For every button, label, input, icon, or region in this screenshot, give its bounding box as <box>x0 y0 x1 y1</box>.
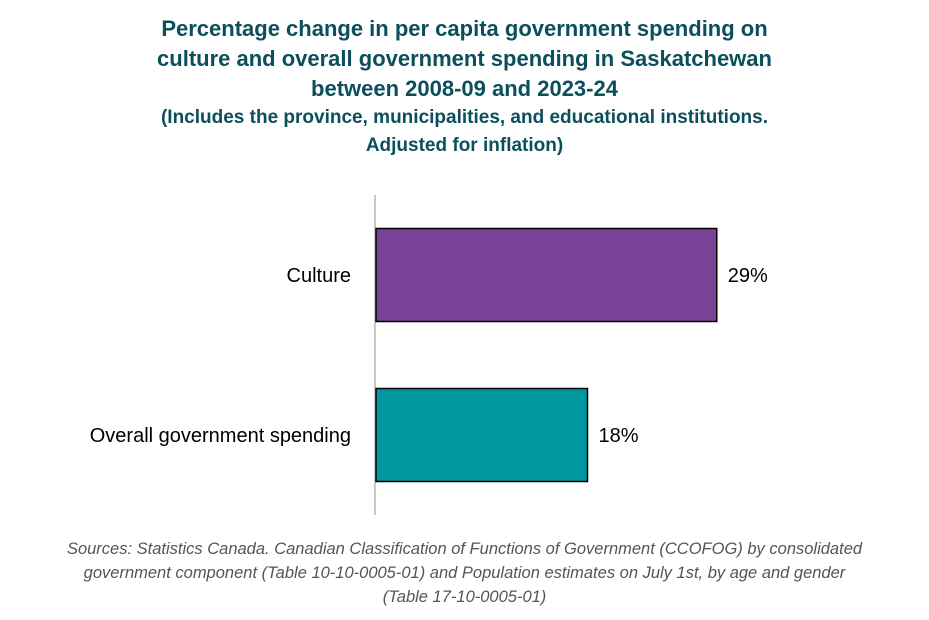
category-label-overall-government-spending: Overall government spending <box>90 425 351 447</box>
source-line-1: Sources: Statistics Canada. Canadian Cla… <box>66 540 863 558</box>
source-line-3: (Table 17-10-0005-01) <box>382 588 547 606</box>
title-line-1: Percentage change in per capita governme… <box>161 16 768 41</box>
bar-chart: Culture 29% Overall government spending 18% <box>90 195 768 515</box>
title-line-2: culture and overall government spending … <box>157 46 772 71</box>
bar-culture <box>375 227 718 323</box>
subtitle-line-2: Adjusted for inflation) <box>365 135 564 156</box>
bar-overall-government-spending <box>375 387 589 483</box>
source-line-2: government component (Table 10-10-0005-0… <box>83 564 846 582</box>
chart-title: Percentage change in per capita governme… <box>0 14 929 160</box>
category-label-culture: Culture <box>287 265 351 287</box>
title-line-3: between 2008-09 and 2023-24 <box>311 76 618 101</box>
value-label-culture: 29% <box>728 265 768 287</box>
subtitle-line-1: (Includes the province, municipalities, … <box>160 107 769 128</box>
value-label-overall-government-spending: 18% <box>599 425 639 447</box>
source-note: Sources: Statistics Canada. Canadian Cla… <box>20 537 909 609</box>
